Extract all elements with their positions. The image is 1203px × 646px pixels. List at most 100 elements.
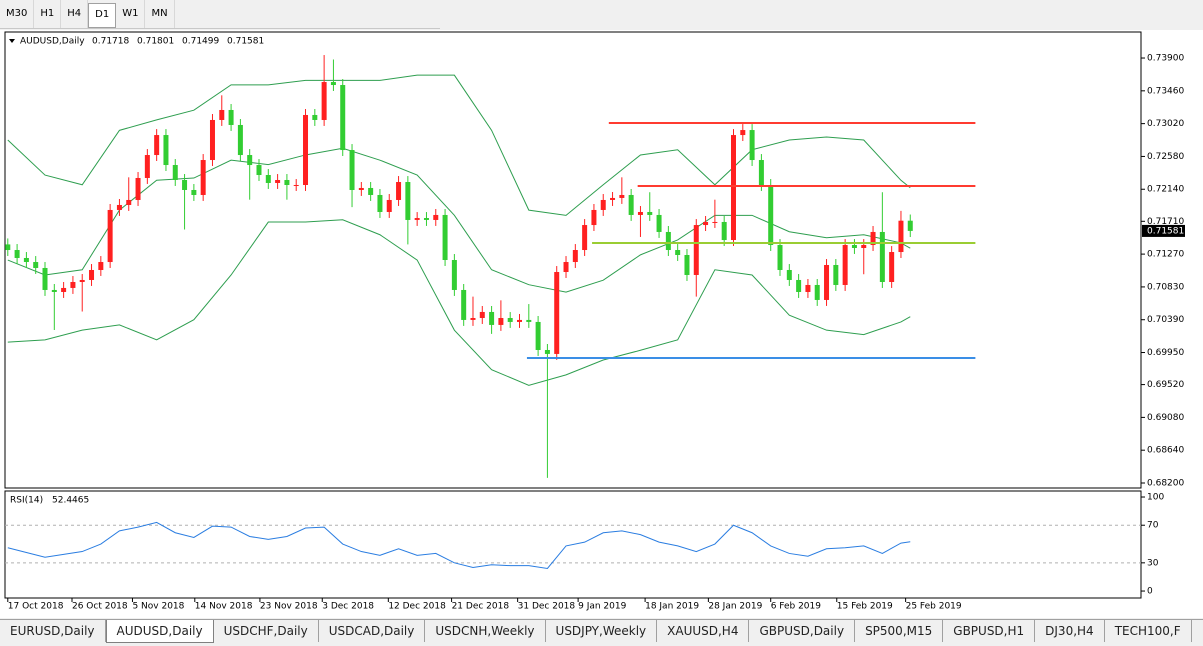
candle-body	[656, 214, 662, 232]
rsi-tick-label: 100	[1147, 493, 1164, 503]
chart-tab[interactable]: USDJPY,Weekly	[546, 620, 658, 642]
candle-body	[610, 197, 616, 200]
current-price: 0.71581	[1147, 226, 1184, 236]
x-tick-label: 17 Oct 2018	[8, 602, 64, 612]
candle-body	[517, 319, 523, 322]
x-tick-label: 15 Feb 2019	[837, 602, 893, 612]
timeframe-toolbar: M30 H1 H4 D1 W1 MN	[0, 0, 440, 29]
candle-body	[870, 231, 876, 246]
price-box	[1142, 224, 1185, 237]
candle-body	[535, 321, 541, 350]
timeframe-button[interactable]: W1	[116, 0, 146, 28]
candle-body	[98, 262, 104, 270]
candle-body	[554, 272, 560, 354]
timeframe-button[interactable]: H1	[34, 0, 62, 28]
candle-body	[507, 318, 513, 322]
candle-body	[423, 218, 429, 220]
y-tick-label: 0.70390	[1147, 315, 1184, 325]
low-value: 0.71499	[182, 37, 219, 47]
candle-body	[70, 281, 76, 288]
candle-body	[749, 130, 755, 161]
x-tick-label: 12 Dec 2018	[388, 602, 446, 612]
candle-body	[61, 287, 67, 292]
candle-body	[256, 165, 262, 176]
main-pane	[4, 31, 1142, 489]
candle-body	[665, 231, 671, 251]
candle-body	[433, 214, 439, 220]
candle-body	[684, 255, 690, 275]
candle-body	[907, 220, 913, 231]
candle-body	[405, 182, 411, 220]
candle-body	[796, 279, 802, 292]
timeframe-button[interactable]: M30	[0, 0, 35, 28]
candle-body	[79, 279, 85, 282]
y-tick-label: 0.72580	[1147, 152, 1184, 162]
chart-tab[interactable]: USDCNH,Weekly	[425, 620, 546, 642]
candle-body	[293, 184, 299, 186]
y-tick-label: 0.73460	[1147, 86, 1184, 96]
candle-body	[591, 209, 597, 226]
candle-body	[693, 225, 699, 275]
chart-tab[interactable]: XAUUSD,H4	[657, 620, 750, 642]
candle-body	[544, 349, 550, 354]
timeframe-button[interactable]: H4	[61, 0, 89, 28]
candle-body	[396, 182, 402, 200]
candle-body	[898, 220, 904, 253]
bollinger-middle	[7, 147, 911, 293]
y-tick-label: 0.69950	[1147, 348, 1184, 358]
x-tick-label: 26 Oct 2018	[72, 602, 128, 612]
chart-tab[interactable]: GBPUSD,Daily	[749, 620, 856, 642]
chart-tab[interactable]: AUDUSD,Daily	[105, 620, 214, 643]
candle-body	[479, 311, 485, 319]
chart-tabs: EURUSD,Daily AUDUSD,Daily USDCHF,Daily USDC…	[0, 619, 1203, 646]
chart-tab[interactable]: USDCHF,Daily	[214, 620, 319, 642]
chart-tab[interactable]: USDCAD,Daily	[319, 620, 426, 642]
rsi-value: 52.4465	[52, 496, 89, 506]
candle-body	[349, 150, 355, 190]
bollinger-upper	[7, 74, 911, 216]
x-tick-label: 3 Dec 2018	[322, 602, 374, 612]
candle-body	[182, 179, 188, 190]
x-tick-label: 31 Dec 2018	[518, 602, 576, 612]
candle-body	[712, 221, 718, 223]
open-value: 0.71718	[92, 37, 129, 47]
chart: AUDUSD,Daily 0.71718 0.71801 0.71499 0.7…	[0, 30, 1203, 618]
timeframe-button[interactable]: D1	[88, 3, 117, 28]
y-tick-label: 0.71270	[1147, 250, 1184, 260]
candle-body	[14, 250, 20, 258]
chart-tab[interactable]: GBPUSD,H1	[943, 620, 1036, 642]
candle-body	[368, 187, 374, 195]
candle-body	[154, 135, 160, 156]
timeframe-button[interactable]: MN	[145, 0, 175, 28]
candle-body	[330, 82, 336, 86]
candle-body	[647, 211, 653, 215]
candle-body	[144, 155, 150, 178]
candle-body	[498, 318, 504, 325]
chart-tab[interactable]: EURUSD,Daily	[0, 620, 106, 642]
chart-tab[interactable]: TECH100,F	[1105, 620, 1192, 642]
candle-body	[861, 245, 867, 248]
y-tick-label: 0.69080	[1147, 413, 1184, 423]
candle-body	[442, 214, 448, 260]
close-value: 0.71581	[227, 37, 264, 47]
candle-body	[814, 284, 820, 300]
rsi-label: RSI(14)	[10, 496, 43, 506]
symbol-label: AUDUSD,Daily	[20, 37, 85, 47]
candle-body	[842, 245, 848, 285]
x-tick-label: 9 Jan 2019	[578, 602, 626, 612]
candle-body	[5, 244, 11, 251]
chart-tab[interactable]: SP500,M15	[855, 620, 944, 642]
candle-body	[135, 177, 141, 200]
candle-body	[889, 252, 895, 282]
chart-tab[interactable]: DJ30,H4	[1035, 620, 1105, 642]
candle-body	[582, 225, 588, 251]
candle-body	[172, 165, 178, 180]
y-tick-label: 0.70830	[1147, 282, 1184, 292]
rsi-tick-label: 0	[1147, 587, 1153, 597]
candle-body	[703, 221, 709, 226]
candle-body	[786, 269, 792, 280]
y-tick-label: 0.73020	[1147, 119, 1184, 129]
y-tick-label: 0.71710	[1147, 217, 1184, 227]
candle-body	[777, 245, 783, 270]
